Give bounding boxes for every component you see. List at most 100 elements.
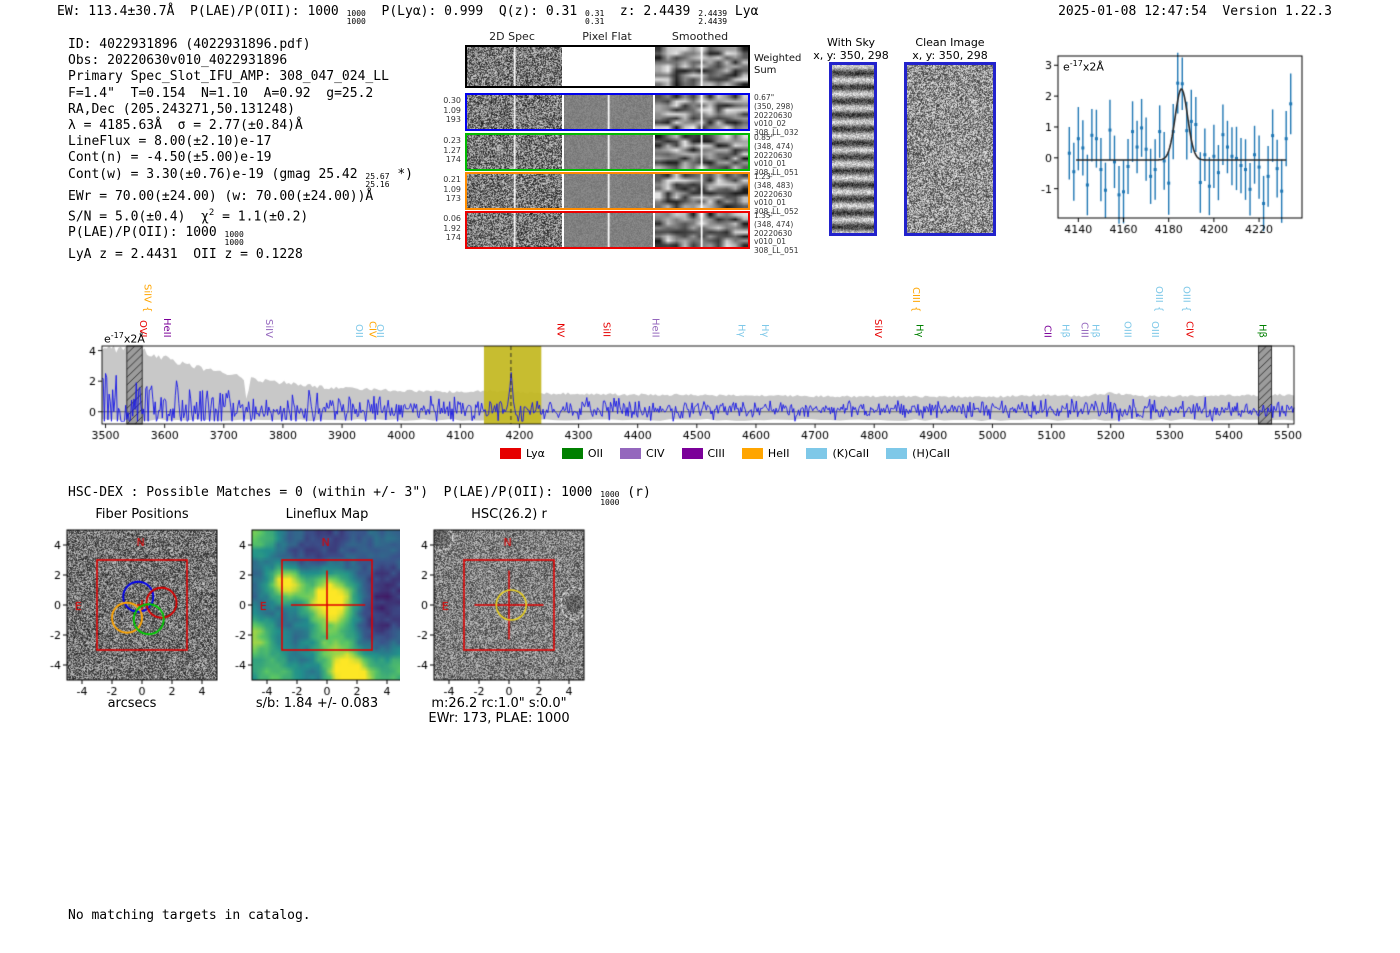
text-segment: LyA z = 2.4431 OII z = 0.1228 [68, 247, 303, 263]
text-segment: z: 2.4439 [604, 4, 699, 19]
fraction-bottom: 25.16 [365, 179, 390, 189]
label-line: (348, 474) [754, 219, 794, 229]
spec2d-row-labels: Weighted Sum [754, 53, 814, 77]
fraction-top: 1000 [600, 490, 620, 499]
info-line: ID: 4022931896 (4022931896.pdf) [68, 37, 413, 53]
text-segment: HSC-DEX : Possible Matches = 0 (within +… [68, 485, 601, 500]
text-segment: (r) [619, 485, 651, 500]
with-sky-cutout [829, 62, 877, 236]
legend-entry: CIV [620, 447, 665, 460]
info-line: Primary Spec_Slot_IFU_AMP: 308_047_024_L… [68, 69, 413, 85]
fraction-bottom: 1000 [346, 17, 366, 26]
spec2d-row [465, 133, 750, 171]
spec2d-row [465, 211, 750, 249]
full-spectrum-plot [78, 340, 1308, 442]
info-line: Cont(w) = 3.30(±0.76)e-19 (gmag 25.42 25… [68, 167, 413, 189]
spec2d-row [465, 93, 750, 131]
legend-swatch [561, 448, 583, 459]
label-line: 1.23" [754, 172, 775, 181]
stacked-fraction: 25.67 25.16 [365, 172, 390, 189]
info-line: LineFlux = 8.00(±2.10)e-17 [68, 134, 413, 150]
legend-entry: (K)CaII [806, 447, 869, 460]
label-line: 0.85" [754, 133, 775, 142]
ylabel-sup: -17 [110, 331, 124, 340]
info-block: ID: 4022931896 (4022931896.pdf) Obs: 2022… [68, 37, 413, 264]
clean-image-title: Clean Image [915, 36, 985, 49]
label-line: 0.67" [754, 93, 775, 102]
legend-swatch [806, 448, 828, 459]
with-sky-image [832, 65, 874, 233]
fraction-top: 0.31 [585, 9, 605, 18]
fraction-bottom: 1000 [600, 498, 620, 507]
legend-entry: OII [561, 447, 603, 460]
stacked-fraction: 2.4439 2.4439 [698, 10, 727, 26]
fraction-bottom: 0.31 [585, 17, 605, 26]
label-line: Weighted [754, 53, 802, 64]
spec2d-cell-2dspec [467, 47, 562, 86]
superscript: 2 [208, 207, 215, 218]
stat-value: 174 [445, 155, 461, 164]
col-title-pixelflat: Pixel Flat [582, 30, 632, 43]
text-segment: = 1.1(±0.2) [214, 209, 309, 225]
hsc-panel-xlabel-2: EWr: 173, PLAE: 1000 [428, 711, 570, 726]
stat-value: 173 [445, 194, 461, 203]
spec2d-cell-2dspec [467, 135, 562, 169]
stat-value: 1.27 [443, 145, 461, 155]
spec2d-cell-pixelflat [564, 95, 653, 129]
text-segment: EWr = 70.00(±24.00) (w: 70.00(±24.00))Å [68, 188, 374, 204]
label-line: 308_LL_052 [754, 207, 799, 217]
fiber-positions-title: Fiber Positions [95, 507, 189, 522]
spec2d-cell-2dspec [467, 213, 562, 247]
info-line: λ = 4185.63Å σ = 2.77(±0.84)Å [68, 118, 413, 134]
label-line: 308_LL_032 [754, 128, 799, 138]
with-sky-coords: x, y: 350, 298 [813, 49, 889, 62]
label-line: Sum [754, 65, 777, 76]
fraction-top: 1000 [224, 230, 244, 240]
footer-notes: No matching targets in catalog. Row inte… [68, 876, 311, 953]
text-segment: Primary Spec_Slot_IFU_AMP: 308_047_024_L… [68, 69, 389, 85]
stat-value: 1.09 [443, 105, 461, 115]
spec2d-cell-smoothed [655, 135, 748, 169]
spec2d-cell-smoothed [655, 47, 748, 86]
info-line: RA,Dec (205.243271,50.131248) [68, 102, 413, 118]
col-title-2dspec: 2D Spec [489, 30, 535, 43]
spec2d-row-labels: 1.23" (348, 483) 20220630 v010_01 308_LL_052 [754, 172, 814, 217]
info-line: EWr = 70.00(±24.00) (w: 70.00(±24.00))Å [68, 189, 413, 205]
legend-entry: HeII [741, 447, 789, 460]
spec2d-row-labels: 1.35" (348, 474) 20220630 v010_01 308_LL_051 [754, 211, 814, 256]
info-line: Cont(n) = -4.50(±5.00)e-19 [68, 150, 413, 166]
fit-plot-ylabel: e-17x2Å [1063, 59, 1104, 74]
hsc-image-panel [400, 524, 600, 700]
info-line: F=1.4" T=0.154 N=1.10 A=0.92 g=25.2 [68, 86, 413, 102]
text-segment: P(Lyα): 0.999 Q(z): 0.31 [365, 4, 586, 19]
legend-entry: CIII [681, 447, 725, 460]
text-segment: P(LAE)/P(OII): 1000 [68, 225, 225, 241]
label-line: 20220630 [754, 150, 793, 160]
fraction-bottom: 2.4439 [698, 17, 728, 26]
line-label-oiii: OIII { [1180, 285, 1192, 312]
fraction-bottom: 1000 [224, 238, 244, 248]
spec2d-cell-smoothed [655, 213, 748, 247]
stat-value: 193 [445, 115, 461, 124]
stat-value: 0.21 [443, 175, 461, 184]
legend-swatch [681, 448, 703, 459]
label-line: v010_01 [754, 237, 787, 247]
lineflux-map-xlabel: s/b: 1.84 +/- 0.083 [255, 696, 379, 711]
spec2d-row-labels: 0.67" (350, 298) 20220630 v010_02 308_LL_032 [754, 93, 814, 138]
info-line: Obs: 20220630v010_4022931896 [68, 53, 413, 69]
legend-swatch [886, 448, 908, 459]
ylabel-base: e [104, 332, 111, 346]
footer-line-1: No matching targets in catalog. [68, 908, 311, 923]
label-line: (348, 483) [754, 180, 794, 190]
legend-label: CIV [646, 447, 665, 460]
ylabel-sup: -17 [1069, 59, 1083, 68]
text-segment: ID: 4022931896 (4022931896.pdf) [68, 37, 311, 52]
with-sky-title: With Sky [827, 36, 875, 49]
lineflux-map-panel [218, 524, 418, 700]
line-label-siiv: SiIV { [141, 283, 153, 312]
info-line: S/N = 5.0(±0.4) χ2 = 1.1(±0.2) [68, 205, 413, 226]
text-segment: *) [389, 166, 413, 182]
spec2d-cell-pixelflat [564, 174, 653, 208]
legend-label: Lyα [526, 447, 545, 460]
